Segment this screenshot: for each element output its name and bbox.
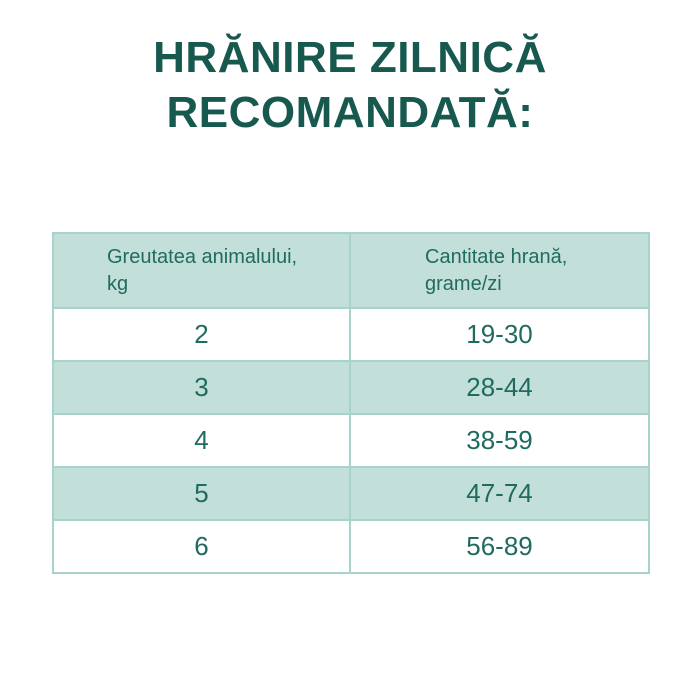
column-header-amount-line-2: grame/zi bbox=[425, 272, 502, 295]
column-header-amount: Cantitate hrană, grame/zi bbox=[349, 232, 650, 309]
table-header-row: Greutatea animalului, kg Cantitate hrană… bbox=[52, 232, 650, 309]
column-header-weight: Greutatea animalului, kg bbox=[52, 232, 351, 309]
weight-cell: 5 bbox=[52, 466, 351, 521]
title-line-1: HRĂNIRE ZILNICĂ bbox=[153, 33, 547, 82]
amount-cell: 28-44 bbox=[349, 360, 650, 415]
table-row: 5 47-74 bbox=[52, 466, 650, 521]
weight-cell: 2 bbox=[52, 307, 351, 362]
table-row: 4 38-59 bbox=[52, 413, 650, 468]
amount-cell: 19-30 bbox=[349, 307, 650, 362]
amount-cell: 56-89 bbox=[349, 519, 650, 574]
table-row: 6 56-89 bbox=[52, 519, 650, 574]
feeding-table: Greutatea animalului, kg Cantitate hrană… bbox=[52, 232, 650, 574]
weight-cell: 3 bbox=[52, 360, 351, 415]
amount-cell: 47-74 bbox=[349, 466, 650, 521]
weight-cell: 6 bbox=[52, 519, 351, 574]
column-header-weight-line-2: kg bbox=[107, 272, 129, 295]
table-row: 2 19-30 bbox=[52, 307, 650, 362]
amount-cell: 38-59 bbox=[349, 413, 650, 468]
title-line-2: RECOMANDATĂ: bbox=[166, 88, 534, 137]
page-title: HRĂNIRE ZILNICĂ RECOMANDATĂ: bbox=[0, 30, 700, 140]
table-row: 3 28-44 bbox=[52, 360, 650, 415]
weight-cell: 4 bbox=[52, 413, 351, 468]
column-header-amount-line-1: Cantitate hrană, bbox=[425, 245, 568, 268]
column-header-weight-line-1: Greutatea animalului, bbox=[107, 245, 298, 268]
